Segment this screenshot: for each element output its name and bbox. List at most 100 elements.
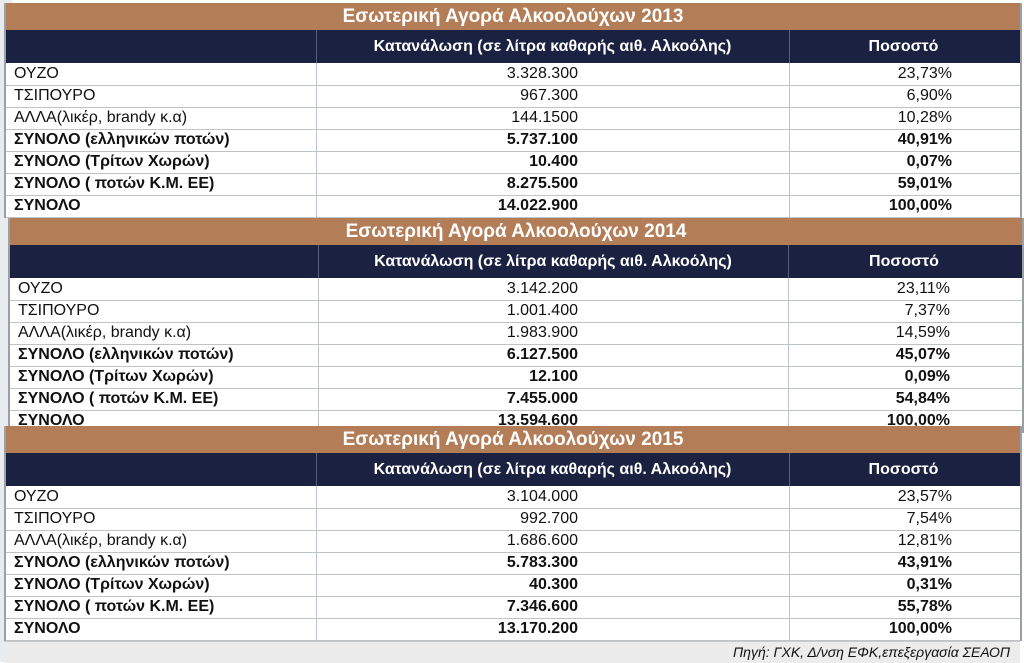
row-label: ΣΥΝΟΛΟ ( ποτών Κ.Μ. ΕΕ) bbox=[14, 175, 215, 192]
row-label: ΣΥΝΟΛΟ bbox=[14, 197, 81, 214]
row-label: ΣΥΝΟΛΟ (ελληνικών ποτών) bbox=[14, 131, 230, 148]
cell-divider bbox=[316, 596, 317, 618]
cell-divider bbox=[316, 618, 317, 640]
row-label: ΟΥΖΟ bbox=[14, 488, 59, 505]
header-divider bbox=[316, 30, 317, 63]
table-row: ΑΛΛΑ(λικέρ, brandy κ.α) 144.1500 10,28% bbox=[4, 107, 1022, 130]
header-divider bbox=[318, 245, 319, 278]
row-consumption-value: 967.300 bbox=[520, 87, 578, 104]
cell-divider bbox=[318, 344, 319, 366]
row-label: ΣΥΝΟΛΟ ( ποτών Κ.Μ. ΕΕ) bbox=[14, 598, 215, 615]
table-row: ΣΥΝΟΛΟ (Τρίτων Χωρών) 10.400 0,07% bbox=[4, 151, 1022, 174]
row-percent-value: 100,00% bbox=[888, 620, 952, 637]
table-row: ΟΥΖΟ 3.328.300 23,73% bbox=[4, 63, 1022, 86]
cell-divider bbox=[318, 388, 319, 410]
table-frame bbox=[1020, 3, 1022, 218]
cell-divider bbox=[789, 552, 790, 574]
row-consumption-value: 8.275.500 bbox=[506, 175, 578, 192]
row-percent-value: 100,00% bbox=[886, 412, 950, 429]
table-frame bbox=[1020, 426, 1022, 641]
row-consumption-value: 1.001.400 bbox=[506, 302, 578, 319]
row-percent-value: 12,81% bbox=[897, 532, 952, 549]
row-percent-value: 100,00% bbox=[888, 197, 952, 214]
cell-divider bbox=[316, 530, 317, 552]
table-header: Κατανάλωση (σε λίτρα καθαρής αιθ. Αλκοόλ… bbox=[4, 453, 1022, 486]
row-consumption-value: 1.983.900 bbox=[506, 324, 578, 341]
cell-divider bbox=[318, 366, 319, 388]
table-frame bbox=[8, 218, 10, 433]
row-consumption-value: 10.400 bbox=[529, 153, 578, 170]
row-label: ΣΥΝΟΛΟ (Τρίτων Χωρών) bbox=[14, 153, 210, 170]
row-label: ΣΥΝΟΛΟ (ελληνικών ποτών) bbox=[18, 346, 234, 363]
row-label: ΟΥΖΟ bbox=[14, 65, 59, 82]
cell-divider bbox=[788, 278, 789, 300]
row-consumption-value: 3.104.000 bbox=[506, 488, 578, 505]
row-percent-value: 0,07% bbox=[906, 153, 952, 170]
cell-divider bbox=[318, 322, 319, 344]
table-frame bbox=[4, 3, 6, 218]
row-percent-value: 7,54% bbox=[906, 510, 952, 527]
cell-divider bbox=[789, 530, 790, 552]
table-title: Εσωτερική Αγορά Αλκοολούχων 2013 bbox=[4, 3, 1022, 31]
cell-divider bbox=[789, 508, 790, 530]
row-percent-value: 6,90% bbox=[906, 87, 952, 104]
row-percent-value: 7,37% bbox=[904, 302, 950, 319]
cell-divider bbox=[789, 173, 790, 195]
cell-divider bbox=[789, 618, 790, 640]
row-label: ΣΥΝΟΛΟ (Τρίτων Χωρών) bbox=[18, 368, 214, 385]
cell-divider bbox=[789, 195, 790, 217]
table-row: ΣΥΝΟΛΟ (ελληνικών ποτών) 6.127.500 45,07% bbox=[8, 344, 1024, 367]
table-row: ΣΥΝΟΛΟ ( ποτών Κ.Μ. ΕΕ) 8.275.500 59,01% bbox=[4, 173, 1022, 196]
row-consumption-value: 3.142.200 bbox=[506, 280, 578, 297]
row-percent-value: 23,57% bbox=[897, 488, 952, 505]
table-title: Εσωτερική Αγορά Αλκοολούχων 2015 bbox=[4, 426, 1022, 454]
cell-divider bbox=[316, 508, 317, 530]
cell-divider bbox=[788, 366, 789, 388]
cell-divider bbox=[318, 300, 319, 322]
row-percent-value: 0,09% bbox=[904, 368, 950, 385]
table-row: ΤΣΙΠΟΥΡΟ 1.001.400 7,37% bbox=[8, 300, 1024, 323]
header-divider bbox=[316, 453, 317, 486]
row-percent-value: 14,59% bbox=[895, 324, 950, 341]
row-label: ΤΣΙΠΟΥΡΟ bbox=[14, 510, 96, 527]
row-consumption-value: 14.022.900 bbox=[497, 197, 578, 214]
row-consumption-value: 6.127.500 bbox=[506, 346, 578, 363]
row-label: ΣΥΝΟΛΟ bbox=[18, 412, 85, 429]
cell-divider bbox=[316, 129, 317, 151]
row-label: ΣΥΝΟΛΟ ( ποτών Κ.Μ. ΕΕ) bbox=[18, 390, 219, 407]
row-consumption-value: 7.455.000 bbox=[506, 390, 578, 407]
cell-divider bbox=[788, 344, 789, 366]
cell-divider bbox=[316, 173, 317, 195]
row-consumption-value: 5.737.100 bbox=[506, 131, 578, 148]
cell-divider bbox=[789, 85, 790, 107]
row-label: ΣΥΝΟΛΟ (Τρίτων Χωρών) bbox=[14, 576, 210, 593]
column-header-percent: Ποσοστό bbox=[868, 38, 939, 55]
table-row: ΣΥΝΟΛΟ 14.022.900 100,00% bbox=[4, 195, 1022, 218]
header-divider bbox=[789, 453, 790, 486]
table-header: Κατανάλωση (σε λίτρα καθαρής αιθ. Αλκοόλ… bbox=[4, 30, 1022, 63]
row-percent-value: 54,84% bbox=[895, 390, 950, 407]
table-header: Κατανάλωση (σε λίτρα καθαρής αιθ. Αλκοόλ… bbox=[8, 245, 1024, 278]
cell-divider bbox=[789, 596, 790, 618]
table-row: ΟΥΖΟ 3.142.200 23,11% bbox=[8, 278, 1024, 301]
row-percent-value: 23,11% bbox=[896, 280, 950, 297]
row-consumption-value: 40.300 bbox=[529, 576, 578, 593]
column-header-percent: Ποσοστό bbox=[869, 253, 939, 270]
row-consumption-value: 12.100 bbox=[529, 368, 578, 385]
row-consumption-value: 1.686.600 bbox=[506, 532, 578, 549]
market-table-2: Εσωτερική Αγορά Αλκοολούχων 2014 Κατανάλω… bbox=[8, 218, 1024, 433]
cell-divider bbox=[316, 195, 317, 217]
row-consumption-value: 7.346.600 bbox=[506, 598, 578, 615]
row-label: ΤΣΙΠΟΥΡΟ bbox=[14, 87, 96, 104]
table-row: ΣΥΝΟΛΟ (ελληνικών ποτών) 5.783.300 43,91% bbox=[4, 552, 1022, 575]
cell-divider bbox=[788, 322, 789, 344]
cell-divider bbox=[316, 107, 317, 129]
table-row: ΣΥΝΟΛΟ 13.170.200 100,00% bbox=[4, 618, 1022, 641]
column-header-consumption: Κατανάλωση (σε λίτρα καθαρής αιθ. Αλκοόλ… bbox=[373, 38, 732, 55]
table-row: ΑΛΛΑ(λικέρ, brandy κ.α) 1.983.900 14,59% bbox=[8, 322, 1024, 345]
cell-divider bbox=[788, 388, 789, 410]
table-row: ΤΣΙΠΟΥΡΟ 992.700 7,54% bbox=[4, 508, 1022, 531]
row-consumption-value: 992.700 bbox=[520, 510, 578, 527]
cell-divider bbox=[789, 486, 790, 508]
column-header-consumption: Κατανάλωση (σε λίτρα καθαρής αιθ. Αλκοόλ… bbox=[374, 253, 732, 270]
